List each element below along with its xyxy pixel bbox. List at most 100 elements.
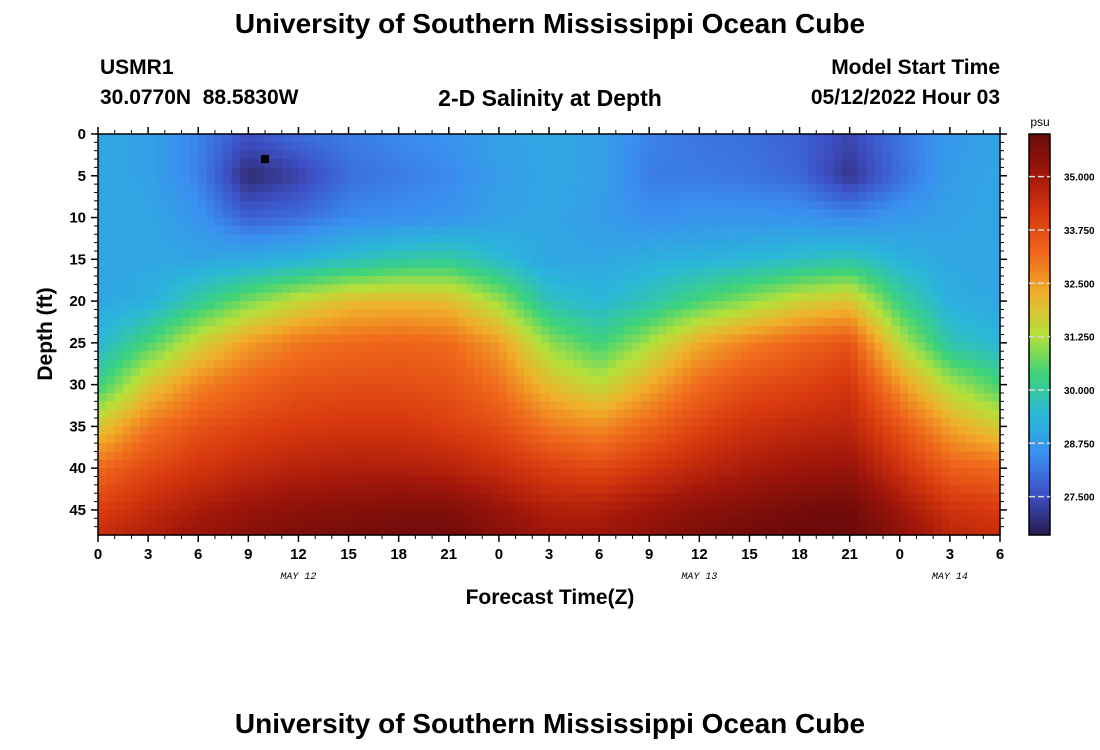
heatmap-cell: [532, 134, 542, 143]
heatmap-cell: [741, 501, 751, 511]
heatmap-cell: [323, 175, 333, 185]
heatmap-cell: [515, 267, 525, 277]
heatmap-cell: [290, 217, 300, 227]
heatmap-cell: [649, 392, 659, 402]
heatmap-cell: [281, 209, 291, 219]
heatmap-cell: [816, 301, 826, 311]
heatmap-cell: [214, 493, 224, 503]
heatmap-cell: [574, 484, 584, 494]
heatmap-cell: [98, 459, 107, 469]
heatmap-cell: [958, 276, 968, 285]
heatmap-cell: [690, 359, 700, 369]
heatmap-cell: [298, 159, 308, 169]
heatmap-cell: [356, 401, 366, 411]
heatmap-cell: [565, 418, 575, 427]
heatmap-cell: [231, 234, 241, 244]
heatmap-cell: [974, 192, 984, 202]
heatmap-cell: [465, 451, 475, 461]
heatmap-cell: [816, 209, 826, 219]
heatmap-cell: [498, 367, 508, 377]
heatmap-cell: [690, 476, 700, 486]
heatmap-cell: [440, 401, 450, 411]
heatmap-cell: [657, 334, 667, 344]
heatmap-cell: [774, 134, 784, 143]
heatmap-cell: [966, 434, 976, 444]
heatmap-cell: [465, 434, 475, 444]
heatmap-cell: [866, 225, 876, 235]
heatmap-cell: [716, 200, 725, 210]
heatmap-cell: [799, 376, 809, 386]
heatmap-cell: [390, 443, 400, 453]
heatmap-cell: [156, 192, 166, 202]
heatmap-cell: [373, 359, 383, 369]
heatmap-cell: [749, 426, 759, 436]
heatmap-cell: [256, 392, 266, 402]
heatmap-cell: [482, 401, 492, 411]
heatmap-cell: [983, 184, 993, 194]
heatmap-cell: [173, 250, 183, 260]
heatmap-cell: [791, 301, 801, 311]
heatmap-cell: [540, 509, 550, 519]
heatmap-cell: [164, 409, 174, 419]
heatmap-cell: [390, 493, 400, 503]
heatmap-cell: [657, 443, 667, 453]
heatmap-cell: [757, 334, 767, 344]
heatmap-cell: [473, 234, 483, 244]
heatmap-cell: [849, 367, 859, 377]
heatmap-cell: [206, 200, 216, 210]
heatmap-cell: [991, 434, 1001, 444]
heatmap-cell: [665, 342, 675, 352]
heatmap-cell: [331, 493, 341, 503]
heatmap-cell: [749, 276, 759, 285]
heatmap-cell: [448, 184, 458, 194]
heatmap-cell: [206, 493, 216, 503]
heatmap-cell: [590, 426, 600, 436]
heatmap-cell: [457, 509, 467, 519]
heatmap-cell: [407, 451, 416, 461]
heatmap-cell: [774, 451, 784, 461]
heatmap-cell: [206, 284, 216, 294]
heatmap-cell: [665, 443, 675, 453]
heatmap-cell: [716, 259, 725, 269]
heatmap-cell: [365, 267, 375, 277]
heatmap-cell: [123, 225, 133, 235]
heatmap-cell: [716, 367, 725, 377]
heatmap-cell: [899, 501, 909, 511]
heatmap-cell: [816, 234, 826, 244]
heatmap-cell: [248, 225, 258, 235]
heatmap-cell: [340, 501, 350, 511]
heatmap-cell: [532, 150, 542, 160]
heatmap-cell: [958, 384, 968, 394]
heatmap-cell: [423, 384, 433, 394]
heatmap-cell: [273, 276, 283, 285]
heatmap-cell: [624, 292, 634, 302]
heatmap-cell: [214, 418, 224, 427]
heatmap-cell: [791, 159, 801, 169]
heatmap-cell: [607, 426, 617, 436]
heatmap-cell: [540, 409, 550, 419]
heatmap-cell: [958, 309, 968, 319]
heatmap-cell: [565, 501, 575, 511]
heatmap-cell: [448, 309, 458, 319]
heatmap-cell: [390, 134, 400, 143]
heatmap-cell: [415, 192, 425, 202]
heatmap-cell: [432, 234, 442, 244]
heatmap-cell: [991, 351, 1001, 361]
heatmap-cell: [265, 392, 274, 402]
heatmap-cell: [732, 401, 742, 411]
heatmap-cell: [423, 418, 433, 427]
heatmap-cell: [356, 234, 366, 244]
heatmap-cell: [290, 234, 300, 244]
heatmap-cell: [565, 184, 575, 194]
heatmap-cell: [498, 484, 508, 494]
heatmap-cell: [690, 459, 700, 469]
heatmap-cell: [106, 317, 116, 327]
heatmap-cell: [858, 267, 867, 277]
heatmap-cell: [515, 418, 525, 427]
heatmap-cell: [139, 209, 149, 219]
heatmap-cell: [757, 418, 767, 427]
heatmap-cell: [774, 367, 784, 377]
heatmap-cell: [265, 250, 274, 260]
heatmap-cell: [649, 209, 659, 219]
heatmap-cell: [807, 284, 817, 294]
